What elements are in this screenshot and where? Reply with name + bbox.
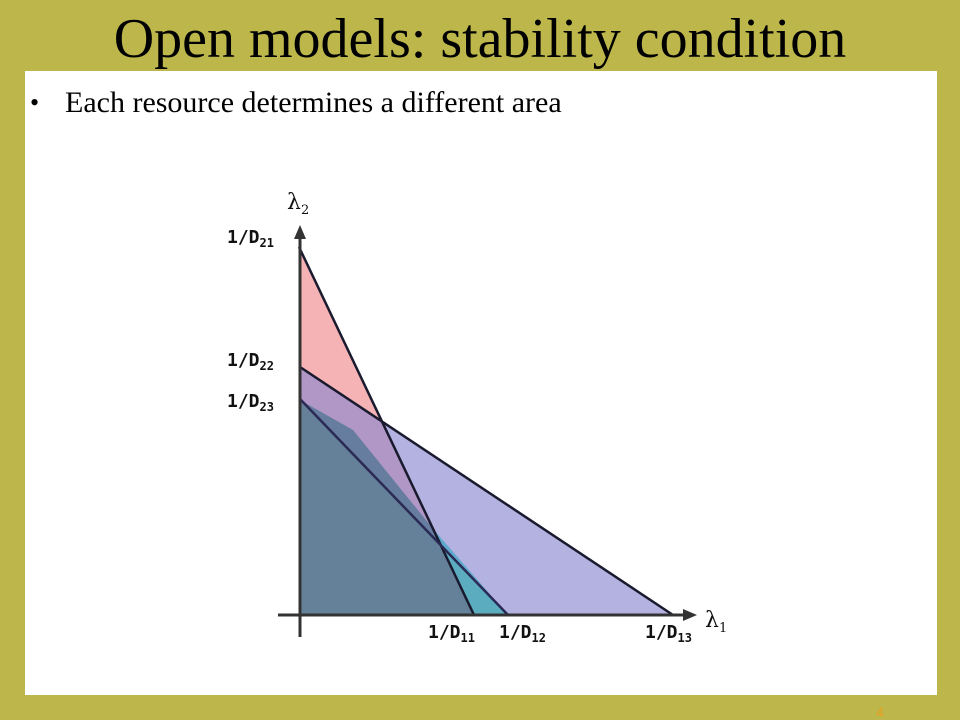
x-axis-symbol: λ <box>705 608 719 633</box>
region-overlap-sliver <box>434 530 508 615</box>
x-tick-sub: 13 <box>678 631 692 645</box>
y-tick-sub: 21 <box>260 236 274 250</box>
x-axis-arrow-icon <box>683 609 697 621</box>
x-axis-label: λ1 <box>705 608 727 636</box>
x-tick-label-d12: 1/D12 <box>499 622 546 645</box>
slide-title: Open models: stability condition <box>113 8 847 70</box>
y-tick-base: 1/D <box>227 391 260 412</box>
x-tick-sub: 11 <box>461 631 475 645</box>
x-tick-sub: 12 <box>532 631 546 645</box>
bullet-text: Each resource determines a different are… <box>65 86 562 119</box>
boundary-resource-2 <box>299 365 674 617</box>
x-tick-base: 1/D <box>645 622 678 643</box>
y-tick-label-d21: 1/D21 <box>227 227 274 250</box>
bullet-dot: • <box>30 88 40 117</box>
y-tick-base: 1/D <box>227 350 260 371</box>
y-axis-symbol: λ <box>287 190 301 215</box>
y-tick-sub: 23 <box>260 400 274 414</box>
stability-region-diagram: λ2 λ1 1/D21 1/D22 1/D23 1/D11 1/D12 1/D1… <box>227 190 727 645</box>
x-tick-base: 1/D <box>428 622 461 643</box>
boundary-resource-3 <box>299 398 509 616</box>
slide-content: • Each resource determines a different a… <box>25 71 937 695</box>
y-axis-label: λ2 <box>287 190 309 218</box>
y-tick-sub: 22 <box>260 359 274 373</box>
x-tick-base: 1/D <box>499 622 532 643</box>
y-axis-subscript: 2 <box>301 203 309 218</box>
y-tick-base: 1/D <box>227 227 260 248</box>
x-tick-label-d13: 1/D13 <box>645 622 692 645</box>
y-axis-arrow-icon <box>294 225 306 239</box>
feasible-region <box>300 400 474 615</box>
y-tick-label-d23: 1/D23 <box>227 391 274 414</box>
y-tick-label-d22: 1/D22 <box>227 350 274 373</box>
boundary-resource-1 <box>297 246 476 616</box>
x-tick-label-d11: 1/D11 <box>428 622 475 645</box>
x-axis-subscript: 1 <box>719 621 727 636</box>
page-number: 4 <box>876 704 884 720</box>
